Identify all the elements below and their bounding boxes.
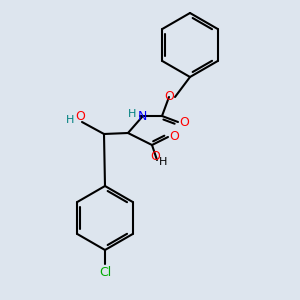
- Text: O: O: [75, 110, 85, 124]
- Text: N: N: [137, 110, 147, 124]
- Text: O: O: [169, 130, 179, 143]
- Text: H: H: [159, 157, 167, 167]
- Text: Cl: Cl: [99, 266, 111, 278]
- Text: H: H: [66, 115, 74, 125]
- Text: O: O: [164, 91, 174, 103]
- Text: O: O: [179, 116, 189, 128]
- Text: O: O: [150, 149, 160, 163]
- Text: H: H: [128, 109, 136, 119]
